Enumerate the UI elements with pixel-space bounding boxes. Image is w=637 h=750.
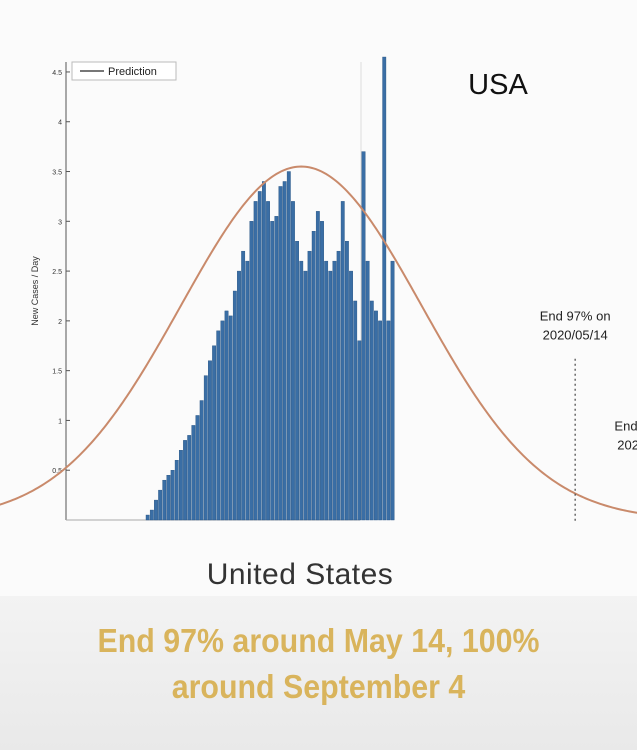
y-tick-label: 2 [58,319,62,326]
bar [178,450,183,521]
headline: End 97% around May 14, 100% around Septe… [25,618,611,710]
bar [220,320,225,521]
bar [349,270,353,521]
bar [266,201,270,521]
bar [324,260,329,521]
bar [232,290,237,521]
bar [328,270,333,521]
prediction-curve [0,165,637,514]
y-tick-label: 1 [58,418,62,425]
bar [270,221,275,521]
bar [336,250,341,521]
bar [357,340,362,521]
bar [262,181,266,521]
y-tick-label: 3.5 [52,170,62,177]
bar [149,509,154,521]
bar-series [145,56,395,521]
bar [361,151,366,521]
bar [154,499,158,521]
chart-title: USA [468,69,528,101]
bar [382,56,387,521]
bar [315,211,320,521]
legend-label: Prediction [108,66,157,78]
y-tick-label: 1.5 [52,369,62,376]
bar [303,270,308,521]
y-tick-label: 2.5 [52,269,62,276]
chart: 0.5 1 1.5 2 2.5 3 3.5 4 4.5 New Cases / Day Pred… [0,56,637,522]
annotation-label-line-1: End 99% on [614,418,637,433]
bar [216,330,221,521]
bar [378,320,382,521]
y-tick-label: 4 [58,120,62,127]
bar [365,260,370,521]
bar [212,345,216,521]
bar [166,475,171,521]
legend: Prediction [71,61,177,81]
bar [208,360,212,521]
bar [340,201,345,521]
bar [145,514,150,521]
bar [299,260,304,521]
bar [253,201,258,521]
annotations: End 97% on 2020/05/14 End 99% on 2020/05/26 [540,309,637,522]
bar [228,315,233,521]
headline-line-1: End 97% around May 14, 100% [97,622,540,659]
bar [291,201,295,521]
bar [345,241,349,521]
bar [282,181,287,521]
bar [249,221,254,521]
y-tick-label: 0.5 [52,468,62,475]
headline-line-2: around September 4 [171,668,466,705]
bar [187,435,192,521]
bar [274,216,279,521]
bar [237,270,241,521]
y-ticks: 0.5 1 1.5 2 2.5 3 3.5 4 4.5 [52,70,70,475]
caption-band [0,596,637,750]
annotation-label-line-2: 2020/05/14 [543,328,608,343]
bar [174,460,179,521]
bar [191,425,196,521]
bar [162,479,167,521]
bar [295,241,299,521]
bar [369,300,374,521]
bar [183,440,187,521]
bar [320,221,324,521]
y-tick-label: 4.5 [52,70,62,77]
annotation-label-line-1: End 97% on [540,309,611,324]
bar [203,375,208,521]
bar [311,231,316,521]
bar [241,250,246,521]
bar [332,260,337,521]
bar [158,489,163,521]
bar [278,186,283,521]
legend-box [71,61,177,81]
bar [195,415,200,521]
bar [390,260,395,521]
bar [374,310,378,521]
bar [386,320,391,521]
bar [286,171,291,521]
bar [245,260,250,521]
bar [199,400,204,521]
bar [353,300,358,521]
bar [170,470,175,521]
country-label: United States [206,558,394,591]
annotation-label-line-2: 2020/05/26 [617,437,637,452]
bar [224,310,229,521]
bar [307,250,312,521]
y-axis-label: New Cases / Day [30,256,40,326]
bar [257,191,262,521]
y-tick-label: 3 [58,219,62,226]
